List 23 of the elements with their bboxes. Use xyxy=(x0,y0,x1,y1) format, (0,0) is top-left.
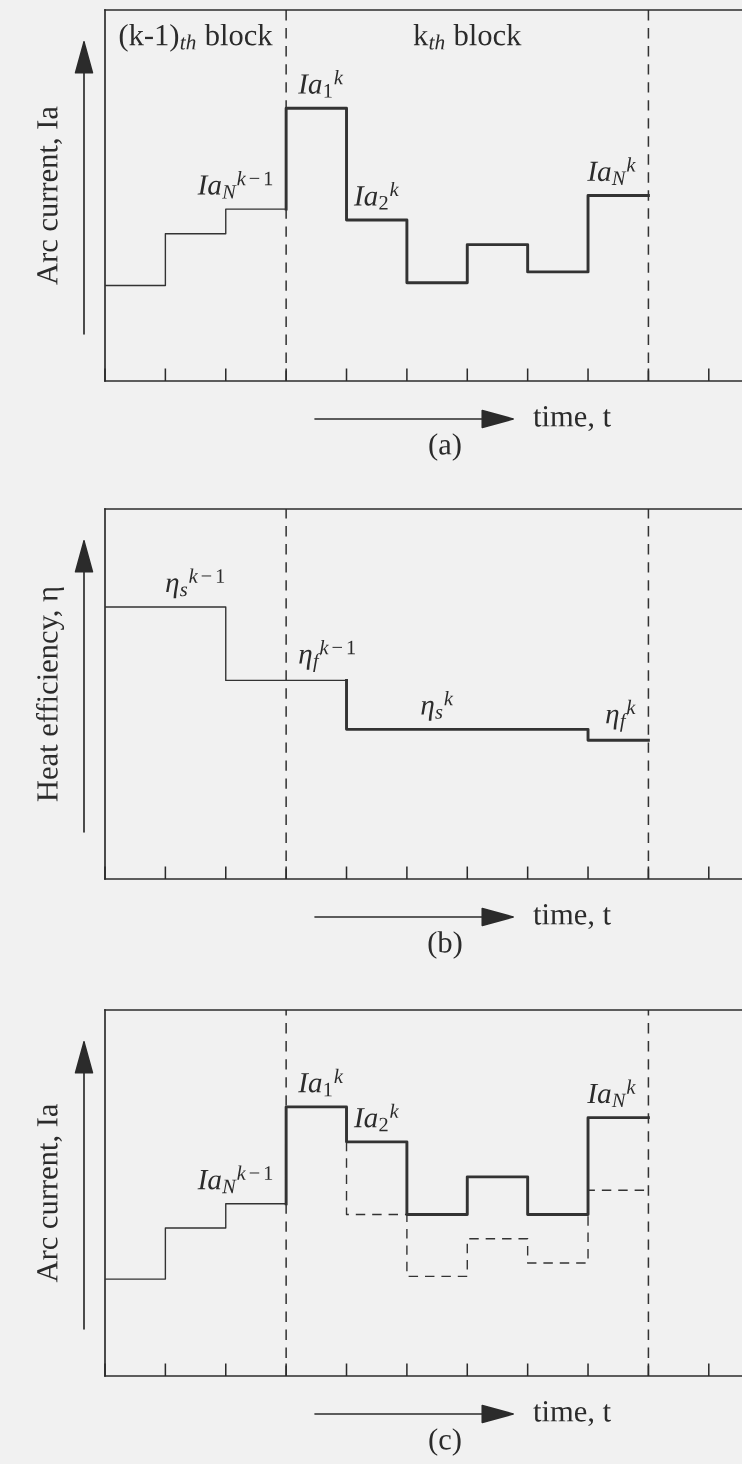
text: k$_{th}$ block xyxy=(413,23,522,50)
annotation: Ia$_{N}$$^{k−1}$ xyxy=(197,1165,273,1194)
x-axis-title: time, t xyxy=(533,406,611,432)
annotation: Ia$_{2}$$^{k}$ xyxy=(353,181,399,210)
y-axis-title: Arc current, Ia xyxy=(37,106,63,285)
x-axis-title: time, t xyxy=(533,904,611,930)
annotation: Ia$_{2}$$^{k}$ xyxy=(353,1103,399,1132)
annotation: η$_{f}$$^{k−1}$ xyxy=(299,639,355,672)
y-axis-title: Heat efficiency, η xyxy=(35,587,65,802)
annotation: Ia$_{1}$$^{k}$ xyxy=(298,70,344,98)
text: (k-1)$_{th}$ block xyxy=(119,23,273,52)
annotation: Ia$_{N}$$^{k}$ xyxy=(587,157,636,185)
annotation: Ia$_{1}$$^{k}$ xyxy=(298,1068,344,1097)
text: (c) xyxy=(429,1428,461,1456)
y-axis-title: Arc current, Ia xyxy=(37,1103,63,1283)
text: (b) xyxy=(428,931,462,959)
annotation: η$_{s}$$^{k}$ xyxy=(421,690,454,721)
text: (a) xyxy=(429,433,461,461)
x-axis-title: time, t xyxy=(533,1401,611,1427)
annotation: η$_{s}$$^{k−1}$ xyxy=(166,568,225,599)
annotation: Ia$_{N}$$^{k}$ xyxy=(587,1079,636,1108)
annotation: η$_{f}$$^{k}$ xyxy=(606,699,636,732)
annotation: Ia$_{N}$$^{k−1}$ xyxy=(197,170,273,199)
